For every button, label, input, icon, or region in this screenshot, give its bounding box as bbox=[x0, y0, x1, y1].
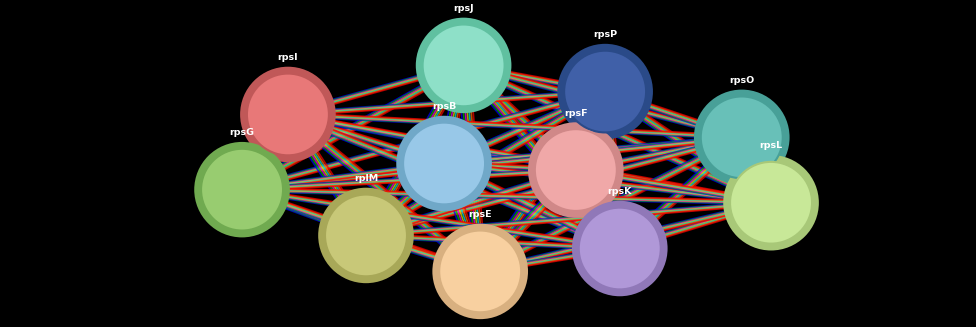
Ellipse shape bbox=[416, 18, 511, 113]
Ellipse shape bbox=[194, 142, 290, 237]
Text: rpsP: rpsP bbox=[593, 30, 617, 39]
Ellipse shape bbox=[535, 129, 617, 211]
Ellipse shape bbox=[528, 122, 624, 218]
Text: rpsJ: rpsJ bbox=[453, 4, 474, 13]
Ellipse shape bbox=[403, 123, 485, 204]
Ellipse shape bbox=[325, 195, 407, 276]
Text: rpsO: rpsO bbox=[729, 76, 754, 85]
Text: rpsI: rpsI bbox=[277, 53, 299, 62]
Text: rpsG: rpsG bbox=[229, 128, 255, 137]
Ellipse shape bbox=[579, 208, 661, 289]
Text: rpsF: rpsF bbox=[564, 109, 588, 118]
Ellipse shape bbox=[572, 201, 668, 296]
Ellipse shape bbox=[247, 74, 329, 155]
Ellipse shape bbox=[423, 25, 505, 106]
Ellipse shape bbox=[439, 231, 521, 312]
Ellipse shape bbox=[201, 149, 283, 231]
Ellipse shape bbox=[432, 224, 528, 319]
Text: rpsE: rpsE bbox=[468, 210, 492, 219]
Text: rpsB: rpsB bbox=[432, 102, 456, 111]
Text: rplM: rplM bbox=[354, 174, 378, 183]
Ellipse shape bbox=[557, 44, 653, 139]
Ellipse shape bbox=[701, 96, 783, 178]
Text: rpsK: rpsK bbox=[608, 187, 631, 196]
Ellipse shape bbox=[694, 90, 790, 185]
Ellipse shape bbox=[240, 67, 336, 162]
Ellipse shape bbox=[564, 51, 646, 132]
Text: rpsL: rpsL bbox=[759, 141, 783, 150]
Ellipse shape bbox=[396, 116, 492, 211]
Ellipse shape bbox=[318, 188, 414, 283]
Ellipse shape bbox=[730, 162, 812, 244]
Ellipse shape bbox=[723, 155, 819, 250]
